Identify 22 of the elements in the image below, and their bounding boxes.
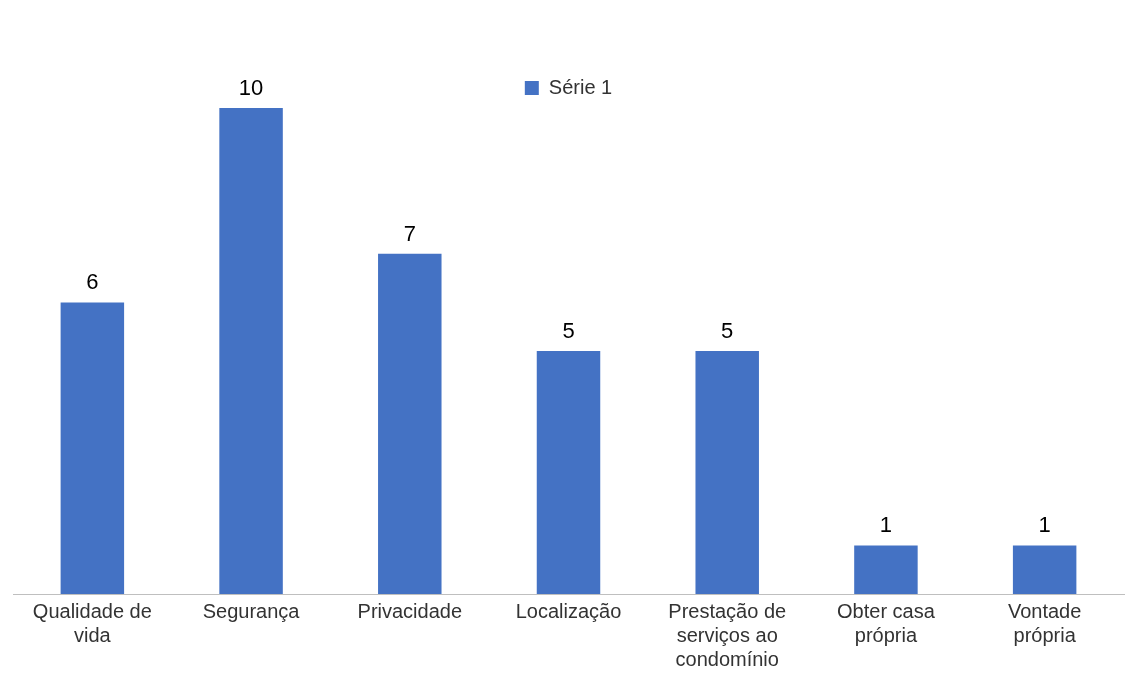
x-tick-label: Privacidade — [357, 599, 463, 622]
bar — [1012, 545, 1077, 594]
x-tick-label: Obter casa própria — [837, 599, 936, 646]
data-label: 10 — [238, 75, 264, 101]
data-label: 7 — [403, 220, 416, 246]
x-tick-label: Localização — [515, 599, 622, 622]
data-label: 6 — [86, 269, 99, 295]
legend-label: Série 1 — [548, 75, 613, 98]
x-tick-label: Prestação de serviços ao condomínio — [668, 599, 787, 670]
x-tick-label: Segurança — [202, 599, 301, 622]
bar — [60, 302, 125, 594]
data-label: 5 — [562, 318, 575, 344]
bar — [219, 108, 283, 594]
x-tick-label: Vontade própria — [1007, 599, 1082, 646]
data-label: 1 — [1038, 512, 1051, 538]
data-label: 5 — [721, 318, 734, 344]
bar — [536, 351, 601, 594]
x-tick-label: Qualidade de vida — [32, 599, 152, 646]
bar — [378, 253, 442, 594]
bar — [854, 545, 918, 594]
data-label: 1 — [879, 512, 893, 538]
bar — [695, 351, 759, 594]
